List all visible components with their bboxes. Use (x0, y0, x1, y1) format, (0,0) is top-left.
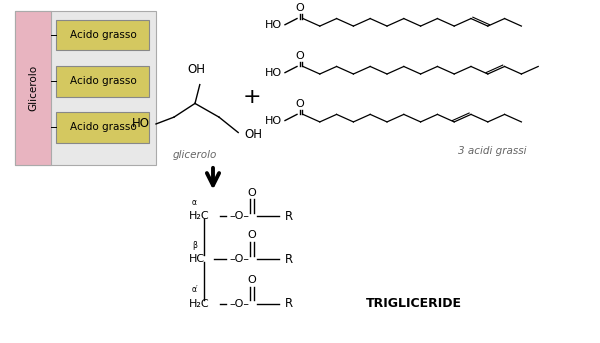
Text: HC: HC (189, 254, 205, 264)
Text: H₂C: H₂C (189, 211, 209, 221)
Text: OH: OH (244, 128, 262, 141)
Text: O: O (296, 51, 304, 61)
Text: glicerolo: glicerolo (173, 150, 217, 160)
Bar (56, 20, 149, 50)
Text: HO: HO (265, 68, 282, 78)
Text: Acido grasso: Acido grasso (70, 76, 137, 86)
Text: OH: OH (187, 63, 205, 76)
Bar (15, 11, 156, 165)
Text: HO: HO (265, 20, 282, 30)
Text: HO: HO (132, 117, 150, 130)
Text: Glicerolo: Glicerolo (28, 65, 38, 111)
Bar (56, 112, 149, 143)
Text: –O–: –O– (230, 254, 250, 264)
Bar (56, 66, 149, 97)
Text: β: β (192, 240, 197, 250)
Text: O: O (248, 230, 256, 240)
Text: α′: α′ (192, 285, 199, 294)
Bar (15, 11, 51, 165)
Text: O: O (296, 3, 304, 13)
Text: α: α (192, 198, 197, 207)
Text: Acido grasso: Acido grasso (70, 30, 137, 40)
Text: Acido grasso: Acido grasso (70, 122, 137, 132)
Text: R: R (285, 253, 293, 265)
Text: 3 acidi grassi: 3 acidi grassi (458, 146, 526, 156)
Text: TRIGLICERIDE: TRIGLICERIDE (366, 297, 462, 310)
Text: R: R (285, 210, 293, 223)
Text: O: O (296, 98, 304, 109)
Text: +: + (242, 86, 262, 107)
Text: O: O (248, 275, 256, 285)
Text: –O–: –O– (230, 299, 250, 309)
Text: H₂C: H₂C (189, 299, 209, 309)
Text: R: R (285, 297, 293, 310)
Text: HO: HO (265, 116, 282, 126)
Text: –O–: –O– (230, 211, 250, 221)
Text: O: O (248, 188, 256, 198)
